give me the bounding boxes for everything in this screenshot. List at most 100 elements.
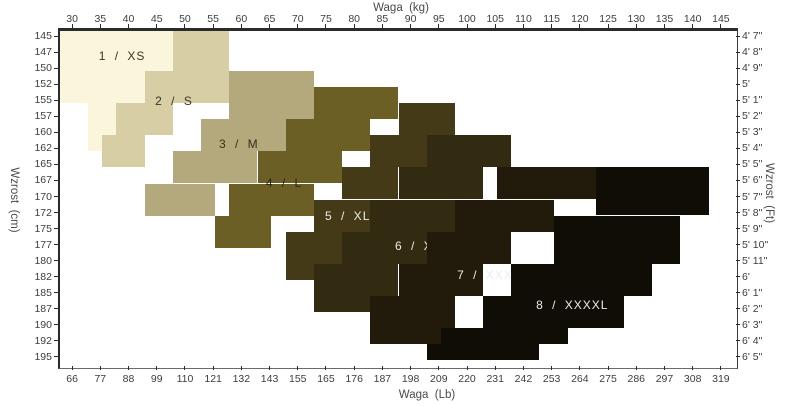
right-tick-20-label: 6' 4" bbox=[742, 334, 763, 347]
left-tick-192-mark bbox=[54, 340, 58, 342]
left-tick-157-label: 157 bbox=[34, 110, 52, 123]
top-tick-70-mark bbox=[297, 24, 299, 28]
size-region-l bbox=[285, 119, 371, 152]
right-tick-17-mark bbox=[736, 292, 740, 294]
right-tick-7-label: 5' 3" bbox=[742, 126, 763, 139]
right-tick-20-mark bbox=[736, 340, 740, 342]
left-tick-147-label: 147 bbox=[34, 46, 52, 59]
left-tick-182-mark bbox=[54, 276, 58, 278]
right-tick-19-label: 6' 3" bbox=[742, 318, 763, 331]
bottom-axis-title: Waga (Lb) bbox=[398, 389, 456, 401]
top-tick-45-label: 45 bbox=[150, 13, 163, 25]
bottom-tick-99-mark bbox=[156, 366, 158, 370]
size-region-xxxl bbox=[370, 295, 455, 344]
right-tick-9-mark bbox=[736, 163, 740, 165]
bottom-tick-66-label: 66 bbox=[66, 373, 78, 385]
top-tick-90-label: 90 bbox=[404, 13, 417, 25]
left-tick-150-label: 150 bbox=[34, 62, 52, 75]
left-tick-172-label: 172 bbox=[34, 206, 52, 219]
size-region-xxxxl bbox=[511, 263, 653, 296]
right-tick-1-mark bbox=[736, 35, 740, 37]
left-tick-160-mark bbox=[54, 131, 58, 133]
right-tick-9-label: 5' 5" bbox=[742, 158, 763, 171]
top-tick-145-label: 145 bbox=[712, 13, 730, 25]
bottom-tick-308-mark bbox=[692, 366, 694, 370]
bottom-tick-253-label: 253 bbox=[542, 373, 561, 385]
right-tick-10-label: 5' 6" bbox=[742, 174, 763, 187]
top-tick-95-mark bbox=[438, 24, 440, 28]
right-tick-14-label: 5' 10" bbox=[742, 238, 769, 251]
left-axis-title: Wzrost (cm) bbox=[8, 167, 20, 233]
left-tick-172-mark bbox=[54, 212, 58, 214]
size-region-s bbox=[144, 71, 230, 104]
top-tick-85-label: 85 bbox=[376, 13, 389, 25]
top-tick-110-mark bbox=[522, 24, 524, 28]
bottom-tick-297-mark bbox=[663, 366, 665, 370]
left-tick-187-label: 187 bbox=[34, 302, 52, 315]
top-tick-35-mark bbox=[99, 24, 101, 28]
size-region-xxxl bbox=[497, 167, 596, 200]
bottom-tick-77-label: 77 bbox=[94, 373, 107, 385]
right-tick-14-mark bbox=[736, 244, 740, 246]
bottom-tick-264-label: 264 bbox=[571, 373, 589, 385]
size-region-xl bbox=[370, 135, 427, 168]
bottom-tick-121-mark bbox=[212, 366, 214, 370]
size-label-xs: 1 / XS bbox=[98, 49, 146, 63]
bottom-tick-319-label: 319 bbox=[712, 373, 730, 385]
right-tick-16-label: 6' bbox=[742, 270, 750, 283]
size-label-s: 2 / S bbox=[155, 94, 193, 108]
bottom-tick-77-mark bbox=[99, 366, 101, 370]
left-tick-177-mark bbox=[54, 244, 58, 246]
top-tick-80-label: 80 bbox=[348, 13, 361, 25]
bottom-tick-286-label: 286 bbox=[627, 373, 646, 385]
size-region-xxxl bbox=[426, 231, 512, 264]
top-tick-45-mark bbox=[156, 24, 158, 28]
size-region-l bbox=[257, 151, 343, 184]
bottom-tick-165-mark bbox=[325, 366, 327, 370]
left-tick-170-label: 170 bbox=[34, 190, 52, 203]
top-tick-120-mark bbox=[579, 24, 581, 28]
top-tick-145-mark bbox=[720, 24, 722, 28]
left-tick-152-label: 152 bbox=[34, 78, 52, 91]
bottom-tick-231-label: 231 bbox=[486, 373, 504, 385]
left-tick-165-label: 165 bbox=[34, 158, 52, 171]
bottom-tick-286-mark bbox=[635, 366, 637, 370]
size-region-s bbox=[116, 103, 173, 136]
size-region-s bbox=[172, 31, 230, 72]
top-tick-50-label: 50 bbox=[179, 13, 191, 25]
top-tick-85-mark bbox=[381, 24, 383, 28]
bottom-tick-220-label: 220 bbox=[458, 373, 476, 385]
right-tick-6-mark bbox=[736, 115, 740, 117]
top-tick-130-label: 130 bbox=[627, 13, 646, 25]
left-tick-165-mark bbox=[54, 163, 58, 165]
right-tick-1-label: 4' 7" bbox=[742, 30, 763, 43]
top-tick-90-mark bbox=[410, 24, 412, 28]
top-tick-110-label: 110 bbox=[515, 13, 532, 25]
top-tick-115-label: 115 bbox=[543, 13, 561, 25]
size-label-xxxxl: 8 / XXXXL bbox=[536, 297, 609, 312]
left-tick-147-mark bbox=[54, 51, 58, 53]
size-label-l: 4 / L bbox=[265, 176, 303, 190]
size-region-xxxxl bbox=[553, 215, 681, 264]
bottom-tick-187-mark bbox=[381, 366, 383, 370]
size-region-xxl bbox=[370, 199, 455, 232]
right-tick-18-mark bbox=[736, 308, 740, 310]
left-tick-162-label: 162 bbox=[34, 142, 52, 155]
size-region-xxl bbox=[426, 135, 512, 168]
right-tick-7-mark bbox=[736, 131, 740, 133]
right-tick-21-label: 6' 5" bbox=[742, 350, 763, 363]
left-tick-157-mark bbox=[54, 115, 58, 117]
right-tick-4-mark bbox=[736, 83, 740, 85]
bottom-tick-187-label: 187 bbox=[373, 373, 392, 385]
left-tick-192-label: 192 bbox=[34, 334, 52, 347]
size-label-xl: 5 / XL bbox=[325, 209, 371, 223]
right-tick-18-label: 6' 2" bbox=[742, 302, 763, 315]
left-tick-185-label: 185 bbox=[34, 286, 52, 299]
size-region-s bbox=[102, 135, 145, 168]
left-tick-175-mark bbox=[54, 228, 58, 230]
left-tick-152-mark bbox=[54, 83, 58, 85]
size-region-xs bbox=[60, 31, 173, 72]
top-tick-65-mark bbox=[269, 24, 271, 28]
